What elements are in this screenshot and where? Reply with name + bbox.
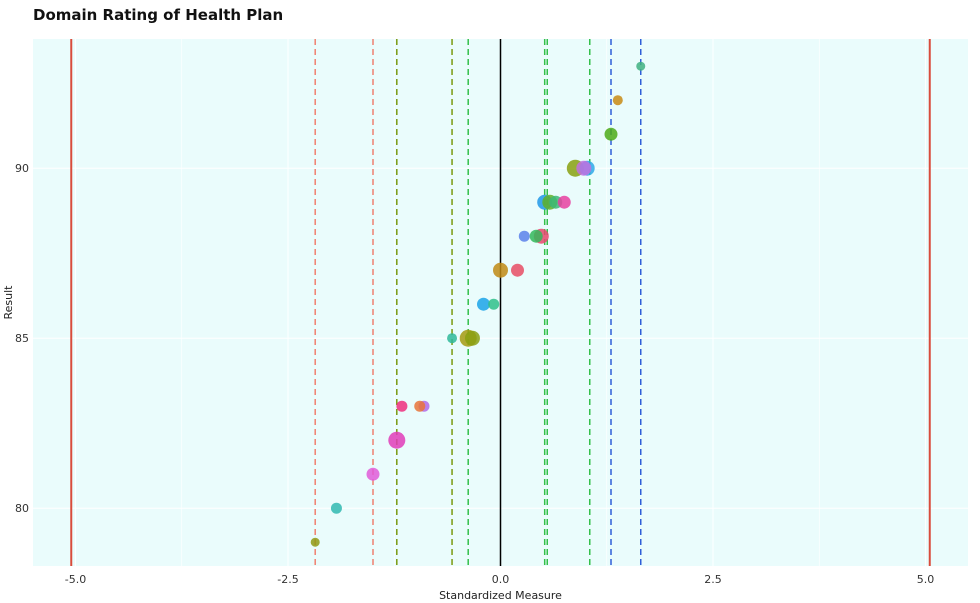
y-axis-title: Result <box>2 285 15 320</box>
data-point <box>447 333 458 344</box>
data-point <box>511 263 524 277</box>
data-point <box>493 262 508 278</box>
x-axis-title: Standardized Measure <box>439 589 562 602</box>
y-tick-label: 90 <box>15 162 29 175</box>
y-tick-label: 80 <box>15 502 29 515</box>
data-point <box>310 537 320 547</box>
data-point <box>636 61 646 71</box>
data-point <box>396 400 408 412</box>
x-tick-label: -2.5 <box>277 573 298 586</box>
data-point <box>388 431 406 449</box>
x-tick-label: 0.0 <box>492 573 510 586</box>
x-tick-label: 5.0 <box>917 573 935 586</box>
data-points <box>310 61 646 547</box>
x-tick-label: 2.5 <box>704 573 722 586</box>
grid-lines <box>33 39 968 566</box>
data-point <box>557 195 571 209</box>
data-point <box>330 502 342 514</box>
data-point <box>529 229 543 243</box>
data-point <box>604 127 618 141</box>
data-point <box>477 297 490 311</box>
data-point <box>518 230 530 242</box>
reference-lines <box>70 39 931 566</box>
data-point <box>612 95 623 106</box>
data-point <box>488 298 500 310</box>
data-point <box>366 467 380 481</box>
x-tick-label: -5.0 <box>65 573 86 586</box>
chart-title: Domain Rating of Health Plan <box>33 6 284 24</box>
data-point <box>464 330 480 346</box>
axis-ticks: -5.0 -2.5 0.0 2.5 5.0 80 85 90 <box>15 162 934 586</box>
data-point <box>414 400 426 412</box>
data-point <box>576 160 592 176</box>
y-tick-label: 85 <box>15 332 29 345</box>
